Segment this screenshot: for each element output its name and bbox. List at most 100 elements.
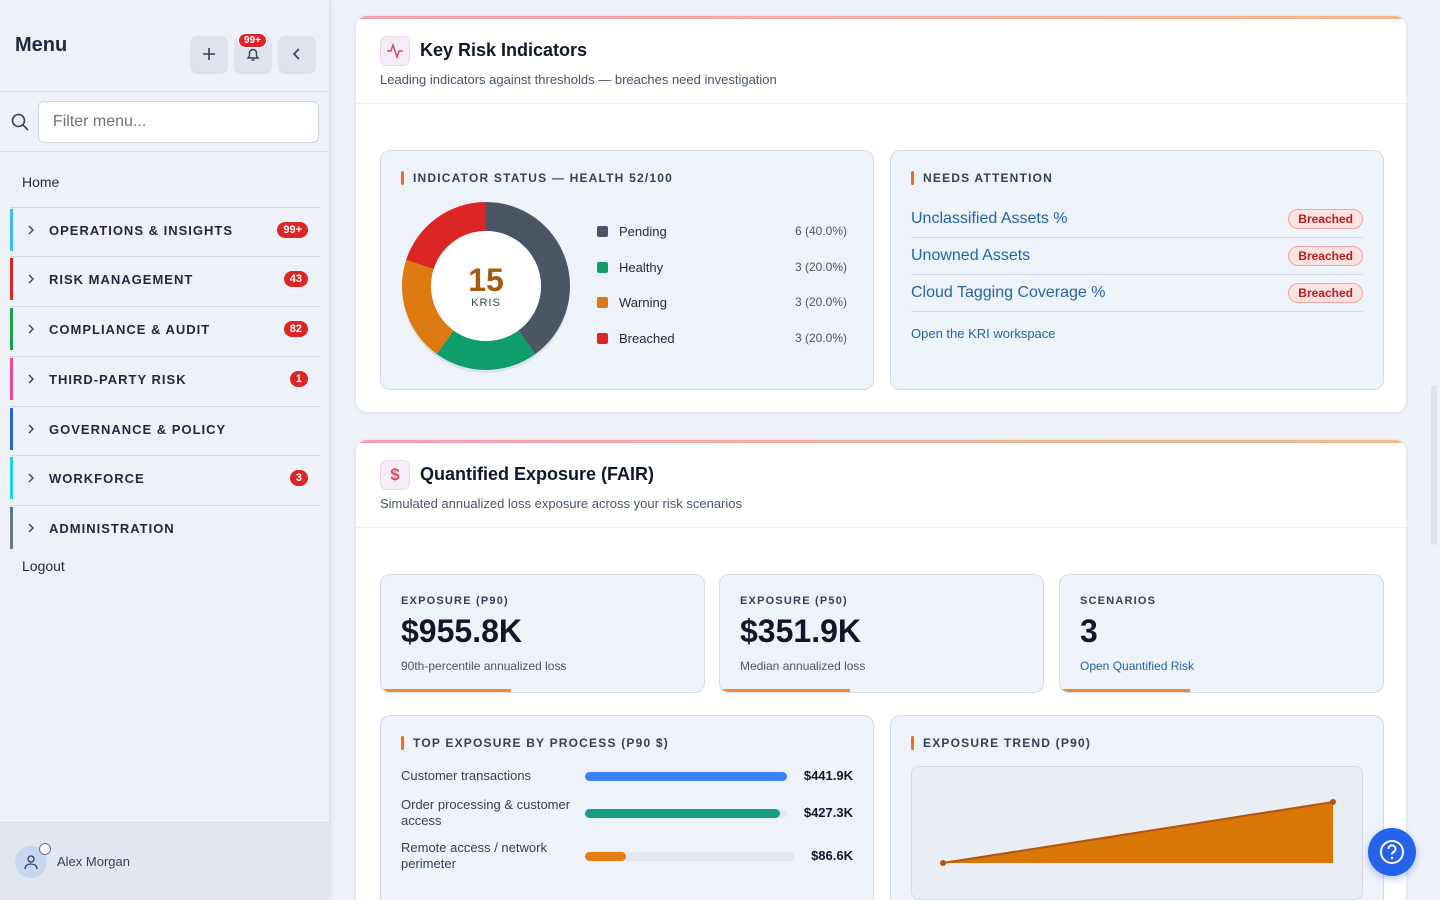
stat-description: Median annualized loss — [740, 659, 866, 673]
legend-label: Healthy — [619, 259, 664, 275]
chevron-right-icon — [28, 274, 34, 284]
user-name: Alex Morgan — [57, 854, 130, 869]
chevron-right-icon — [28, 473, 34, 483]
legend-breached: Breached 3 (20.0%) — [597, 328, 847, 348]
sidebar-item-label: COMPLIANCE & AUDIT — [49, 321, 211, 337]
kri-name-link[interactable]: Cloud Tagging Coverage % — [911, 284, 1106, 301]
sidebar-item-administration[interactable]: ADMINISTRATION — [10, 507, 320, 549]
filter-menu-input[interactable] — [37, 100, 319, 143]
open-quantified-risk-link[interactable]: Open Quantified Risk — [1080, 659, 1195, 673]
needs-attention-card: NEEDS ATTENTION Unclassified Assets % Br… — [890, 150, 1384, 390]
scenarios-card: SCENARIOS 3 Open Quantified Risk — [1059, 574, 1384, 693]
legend-swatch — [597, 296, 608, 308]
bar-fill — [585, 809, 780, 818]
process-name: Remote access / network perimeter — [401, 840, 547, 871]
sidebar-item-risk-management[interactable]: RISK MANAGEMENT 43 — [10, 258, 320, 300]
chevron-right-icon — [28, 324, 34, 334]
attention-row[interactable]: Unowned Assets Breached — [911, 238, 1363, 275]
bar-fill — [585, 772, 787, 781]
sidebar-item-label: GOVERNANCE & POLICY — [49, 421, 227, 437]
sidebar-item-third-party-risk[interactable]: THIRD-PARTY RISK 1 — [10, 358, 320, 400]
legend-label: Warning — [619, 294, 667, 310]
attention-row[interactable]: Unclassified Assets % Breached — [911, 201, 1363, 238]
card-title: INDICATOR STATUS — HEALTH 52/100 — [401, 171, 673, 185]
status-badge: Breached — [1288, 209, 1363, 229]
notifications-button[interactable]: 99+ — [235, 33, 271, 72]
legend-swatch — [597, 225, 608, 237]
kri-total-label: KRIS — [471, 297, 501, 309]
panel-title: Quantified Exposure (FAIR) — [420, 464, 655, 484]
scrollbar[interactable] — [1431, 385, 1437, 545]
attention-row[interactable]: Cloud Tagging Coverage % Breached — [911, 275, 1363, 312]
exposure-p50-card: EXPOSURE (P50) $351.9K Median annualized… — [719, 574, 1044, 693]
chevron-right-icon — [28, 523, 34, 533]
sidebar: Menu 99+ Home OPERATIONS & INSIGHTS 99+ … — [0, 0, 330, 900]
divider — [10, 356, 320, 357]
donut-slice-warning — [402, 260, 454, 354]
bar-track — [585, 772, 787, 781]
sidebar-item-label: THIRD-PARTY RISK — [49, 371, 187, 387]
stat-label: EXPOSURE (P50) — [740, 595, 848, 607]
chevron-left-icon — [292, 48, 300, 60]
legend-warning: Warning 3 (20.0%) — [597, 292, 847, 312]
chevron-right-icon — [28, 374, 34, 384]
collapse-sidebar-button[interactable] — [279, 36, 315, 72]
add-button[interactable] — [191, 36, 227, 72]
kri-name-link[interactable]: Unowned Assets — [911, 247, 1031, 264]
sidebar-item-home[interactable]: Home — [22, 174, 60, 190]
logout-link[interactable]: Logout — [22, 558, 65, 574]
sidebar-item-workforce[interactable]: WORKFORCE 3 — [10, 457, 320, 499]
count-badge: 43 — [283, 271, 308, 287]
count-badge: 82 — [283, 321, 308, 337]
count-badge: 3 — [289, 470, 308, 486]
notification-badge: 99+ — [238, 33, 267, 48]
stat-description: 90th-percentile annualized loss — [401, 659, 567, 673]
sidebar-item-operations-insights[interactable]: OPERATIONS & INSIGHTS 99+ — [10, 209, 320, 251]
legend-pending: Pending 6 (40.0%) — [597, 221, 847, 241]
panel-subtitle: Simulated annualized loss exposure acros… — [380, 496, 743, 511]
bar-track — [585, 809, 787, 818]
bell-icon — [246, 48, 260, 61]
menu-search — [0, 92, 329, 152]
kri-name-link[interactable]: Unclassified Assets % — [911, 210, 1068, 227]
donut-center: 15 KRIS — [399, 199, 573, 373]
trend-point — [1330, 799, 1336, 805]
user-icon — [24, 854, 38, 869]
exposure-trend-chart — [940, 799, 1336, 866]
donut-slice-healthy — [436, 330, 536, 370]
plus-icon — [203, 48, 215, 60]
bar-track — [585, 852, 795, 861]
sidebar-item-compliance-audit[interactable]: COMPLIANCE & AUDIT 82 — [10, 308, 320, 350]
open-kri-workspace-link[interactable]: Open the KRI workspace — [911, 326, 1056, 341]
panel-header: $ Quantified Exposure (FAIR) Simulated a… — [356, 440, 1406, 528]
trend-line — [942, 801, 1334, 864]
donut-slice-breached — [406, 202, 486, 270]
divider — [10, 505, 320, 506]
stat-value: $351.9K — [740, 613, 861, 649]
card-title: NEEDS ATTENTION — [911, 171, 1053, 185]
sidebar-title: Menu — [15, 34, 68, 56]
sidebar-header: Menu 99+ — [0, 0, 329, 92]
exposure-trend-card: EXPOSURE TREND (P90) — [890, 715, 1384, 900]
count-badge: 99+ — [277, 222, 308, 238]
indicator-status-card: INDICATOR STATUS — HEALTH 52/100 15 KRIS… — [380, 150, 874, 390]
chevron-right-icon — [28, 424, 34, 434]
count-badge: 1 — [289, 371, 308, 387]
legend-value: 3 (20.0%) — [794, 331, 847, 345]
process-name: Order processing & customer access — [401, 797, 571, 828]
card-title: TOP EXPOSURE BY PROCESS (P90 $) — [401, 736, 669, 750]
legend-healthy: Healthy 3 (20.0%) — [597, 257, 847, 277]
help-button[interactable] — [1368, 828, 1416, 876]
status-donut-chart — [402, 202, 570, 373]
panel-title: Key Risk Indicators — [420, 40, 588, 60]
user-profile[interactable]: Alex Morgan — [0, 822, 330, 900]
avatar — [15, 842, 51, 878]
bar-fill — [585, 852, 626, 861]
donut-hole — [431, 231, 541, 341]
chevron-right-icon — [28, 225, 34, 235]
card-title: EXPOSURE TREND (P90) — [911, 736, 1091, 750]
sidebar-item-label: ADMINISTRATION — [49, 520, 175, 536]
divider — [10, 256, 320, 257]
sidebar-item-governance-policy[interactable]: GOVERNANCE & POLICY — [10, 408, 320, 450]
legend-value: 6 (40.0%) — [794, 224, 847, 238]
